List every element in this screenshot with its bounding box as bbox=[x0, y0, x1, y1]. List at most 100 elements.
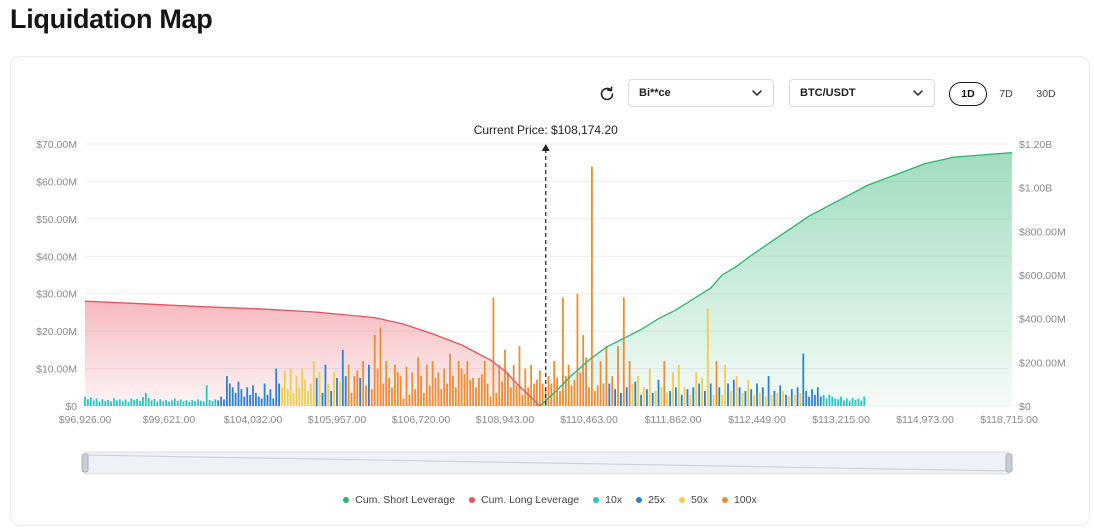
bar-100x bbox=[518, 346, 521, 406]
bar-100x bbox=[559, 391, 561, 406]
bar-50x bbox=[654, 391, 657, 406]
range-30d-button[interactable]: 30D bbox=[1036, 88, 1056, 100]
y-left-tick-label: $30.00M bbox=[36, 289, 77, 301]
bar-25x bbox=[246, 387, 249, 406]
bar-100x bbox=[588, 387, 590, 406]
bar-100x bbox=[417, 357, 419, 406]
bar-50x bbox=[298, 387, 301, 406]
bar-50x bbox=[770, 394, 773, 406]
bar-25x bbox=[675, 387, 677, 406]
bar-100x bbox=[556, 377, 558, 406]
bar-100x bbox=[492, 297, 495, 406]
y-right-tick-label: $200.00M bbox=[1019, 357, 1066, 369]
bar-25x bbox=[692, 387, 695, 406]
bar-10x bbox=[191, 400, 194, 406]
bar-25x bbox=[669, 391, 671, 406]
exchange-select-value: Bi**ce bbox=[639, 87, 671, 99]
range-7d-button[interactable]: 7D bbox=[999, 88, 1013, 100]
legend-label: Cum. Short Leverage bbox=[355, 494, 456, 506]
legend-item-cum-long[interactable]: Cum. Long Leverage bbox=[469, 494, 579, 506]
zoom-range-slider[interactable] bbox=[81, 451, 1013, 475]
bar-25x bbox=[226, 376, 228, 406]
bar-50x bbox=[637, 376, 640, 406]
legend-item-10x[interactable]: 10x bbox=[593, 494, 622, 506]
legend-item-cum-short[interactable]: Cum. Short Leverage bbox=[343, 494, 455, 506]
bar-10x bbox=[200, 400, 202, 406]
current-price-label: Current Price: $108,174.20 bbox=[474, 123, 618, 137]
bar-10x bbox=[107, 400, 110, 406]
bar-50x bbox=[301, 368, 304, 406]
legend-item-50x[interactable]: 50x bbox=[679, 494, 708, 506]
legend-item-100x[interactable]: 100x bbox=[721, 494, 757, 506]
bar-50x bbox=[776, 392, 779, 406]
zoom-handle-left[interactable] bbox=[81, 453, 89, 473]
bar-100x bbox=[472, 377, 474, 406]
bar-100x bbox=[507, 372, 509, 406]
bar-25x bbox=[266, 394, 269, 406]
bar-100x bbox=[353, 376, 356, 406]
bar-100x bbox=[498, 364, 501, 406]
bar-25x bbox=[767, 376, 770, 406]
bar-100x bbox=[370, 389, 373, 406]
bar-10x bbox=[162, 401, 165, 406]
bar-50x bbox=[741, 392, 744, 406]
bar-10x bbox=[116, 400, 118, 406]
bar-10x bbox=[95, 398, 98, 406]
bar-100x bbox=[576, 293, 579, 406]
bar-100x bbox=[376, 368, 379, 406]
bar-10x bbox=[205, 385, 208, 406]
bar-25x bbox=[620, 392, 622, 406]
bar-25x bbox=[680, 394, 683, 406]
refresh-icon[interactable] bbox=[597, 84, 617, 104]
bar-10x bbox=[179, 399, 182, 406]
legend-item-25x[interactable]: 25x bbox=[636, 494, 665, 506]
bar-25x bbox=[646, 389, 648, 406]
bar-10x bbox=[194, 401, 196, 406]
bar-50x bbox=[735, 376, 738, 406]
bar-10x bbox=[860, 400, 863, 406]
liquidation-map-card: Bi**ce BTC/USDT 1D 7D 30D $0 $10.00M $20.0… bbox=[10, 56, 1090, 526]
bar-10x bbox=[92, 400, 95, 406]
current-price-arrow bbox=[541, 144, 550, 151]
legend-label: 10x bbox=[605, 494, 623, 506]
bar-100x bbox=[463, 374, 466, 406]
x-tick-label: $96,926.00 bbox=[59, 414, 112, 426]
y-left-tick-label: $0 bbox=[65, 401, 77, 413]
bar-100x bbox=[593, 391, 596, 406]
zoom-preview-line bbox=[84, 454, 1010, 472]
bar-25x bbox=[709, 383, 712, 406]
legend-dot bbox=[721, 497, 728, 503]
bar-50x bbox=[677, 364, 680, 406]
bar-25x bbox=[773, 391, 776, 406]
bar-50x bbox=[631, 383, 634, 406]
bar-25x bbox=[269, 389, 272, 406]
bar-25x bbox=[744, 391, 747, 406]
bar-10x bbox=[165, 400, 167, 406]
bar-25x bbox=[359, 377, 362, 406]
bar-50x bbox=[730, 391, 732, 406]
y-left-tick-label: $50.00M bbox=[36, 214, 77, 226]
bar-25x bbox=[779, 385, 782, 406]
bar-100x bbox=[446, 383, 448, 406]
bar-10x bbox=[104, 400, 107, 406]
exchange-select[interactable]: Bi**ce bbox=[628, 79, 774, 107]
x-tick-label: $106,720.00 bbox=[392, 414, 451, 426]
bar-25x bbox=[249, 394, 251, 406]
bar-10x bbox=[130, 398, 133, 406]
bar-25x bbox=[272, 398, 275, 406]
bar-100x bbox=[602, 383, 605, 406]
bar-25x bbox=[315, 377, 318, 406]
zoom-handle-right[interactable] bbox=[1005, 453, 1013, 473]
legend-dot bbox=[469, 497, 476, 503]
bar-25x bbox=[252, 385, 254, 406]
bar-50x bbox=[292, 392, 295, 406]
bar-100x bbox=[567, 364, 570, 406]
x-tick-label: $105,957.00 bbox=[308, 414, 367, 426]
bar-100x bbox=[347, 364, 350, 406]
bar-25x bbox=[257, 396, 260, 406]
bar-100x bbox=[385, 361, 388, 406]
bar-100x bbox=[547, 376, 550, 406]
bar-10x bbox=[188, 401, 191, 406]
range-1d-button[interactable]: 1D bbox=[949, 82, 987, 106]
pair-select[interactable]: BTC/USDT bbox=[789, 79, 935, 107]
